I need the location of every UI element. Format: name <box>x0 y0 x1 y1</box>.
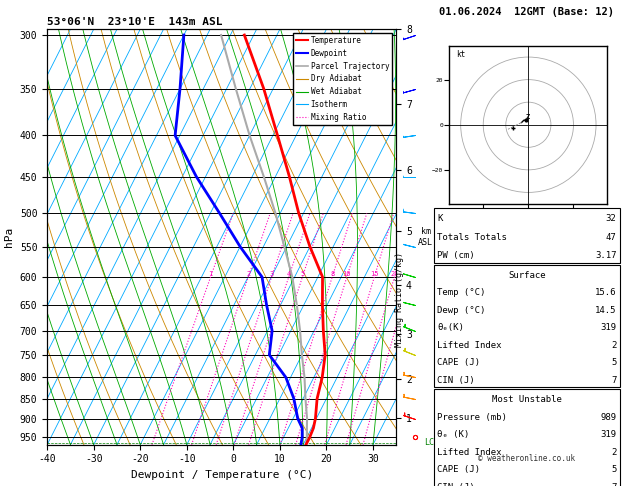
Text: 2: 2 <box>611 448 616 457</box>
Y-axis label: km
ASL: km ASL <box>418 227 433 246</box>
Text: kt: kt <box>456 50 465 59</box>
Text: 1: 1 <box>208 271 213 277</box>
Text: 01.06.2024  12GMT (Base: 12): 01.06.2024 12GMT (Base: 12) <box>439 7 615 17</box>
Text: 7: 7 <box>611 376 616 385</box>
Text: K: K <box>437 214 443 223</box>
Text: Z: Z <box>526 114 530 120</box>
Text: θₑ(K): θₑ(K) <box>437 323 464 332</box>
Text: 53°06'N  23°10'E  143m ASL: 53°06'N 23°10'E 143m ASL <box>47 17 223 27</box>
Text: Totals Totals: Totals Totals <box>437 233 507 242</box>
Text: 8: 8 <box>330 271 335 277</box>
Text: PW (cm): PW (cm) <box>437 251 475 260</box>
Text: © weatheronline.co.uk: © weatheronline.co.uk <box>478 454 576 464</box>
Text: 2: 2 <box>246 271 250 277</box>
Text: CIN (J): CIN (J) <box>437 483 475 486</box>
Text: 3: 3 <box>269 271 274 277</box>
Text: 3.17: 3.17 <box>595 251 616 260</box>
Text: 47: 47 <box>606 233 616 242</box>
Text: 14.5: 14.5 <box>595 306 616 315</box>
Text: 20: 20 <box>390 271 399 277</box>
Text: 4: 4 <box>287 271 291 277</box>
Text: Dewp (°C): Dewp (°C) <box>437 306 486 315</box>
Text: 10: 10 <box>343 271 351 277</box>
Text: Surface: Surface <box>508 271 545 280</box>
Text: 2: 2 <box>611 341 616 350</box>
Text: Pressure (mb): Pressure (mb) <box>437 413 507 422</box>
Text: 5: 5 <box>611 465 616 474</box>
X-axis label: Dewpoint / Temperature (°C): Dewpoint / Temperature (°C) <box>131 470 313 480</box>
Text: Lifted Index: Lifted Index <box>437 448 502 457</box>
Text: 5: 5 <box>611 358 616 367</box>
Text: θₑ (K): θₑ (K) <box>437 430 469 439</box>
Text: CIN (J): CIN (J) <box>437 376 475 385</box>
Text: Lifted Index: Lifted Index <box>437 341 502 350</box>
Text: 32: 32 <box>606 214 616 223</box>
Text: 5: 5 <box>300 271 304 277</box>
Text: Mixing Ratio (g/kg): Mixing Ratio (g/kg) <box>395 252 404 347</box>
Y-axis label: hPa: hPa <box>4 227 14 247</box>
Text: 15.6: 15.6 <box>595 288 616 297</box>
Text: LCL: LCL <box>424 438 439 448</box>
Text: Most Unstable: Most Unstable <box>492 395 562 404</box>
Text: CAPE (J): CAPE (J) <box>437 465 480 474</box>
Text: CAPE (J): CAPE (J) <box>437 358 480 367</box>
Text: 319: 319 <box>600 430 616 439</box>
Text: 989: 989 <box>600 413 616 422</box>
Text: 15: 15 <box>370 271 379 277</box>
Text: Temp (°C): Temp (°C) <box>437 288 486 297</box>
Text: 319: 319 <box>600 323 616 332</box>
Legend: Temperature, Dewpoint, Parcel Trajectory, Dry Adiabat, Wet Adiabat, Isotherm, Mi: Temperature, Dewpoint, Parcel Trajectory… <box>293 33 392 125</box>
Text: 7: 7 <box>611 483 616 486</box>
